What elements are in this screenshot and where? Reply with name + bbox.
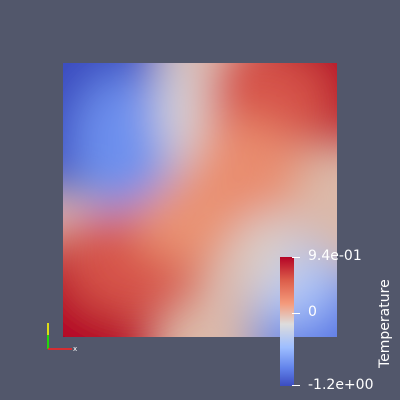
colorbar-min-label: -1.2e+00 <box>308 377 374 393</box>
colorbar-max-label: 9.4e-01 <box>308 248 362 264</box>
colorbar <box>280 257 294 386</box>
colorbar-mid-label: 0 <box>308 304 317 320</box>
temperature-field-plot[interactable] <box>63 63 337 337</box>
colorbar-gradient <box>280 257 294 386</box>
colorbar-title: Temperature <box>377 279 393 368</box>
orientation-axes-icon: x <box>47 323 77 353</box>
x-axis-label: x <box>73 345 77 353</box>
colorbar-tick-mid <box>292 313 300 314</box>
colorbar-tick-min <box>292 385 300 386</box>
colorbar-tick-max <box>292 257 300 258</box>
